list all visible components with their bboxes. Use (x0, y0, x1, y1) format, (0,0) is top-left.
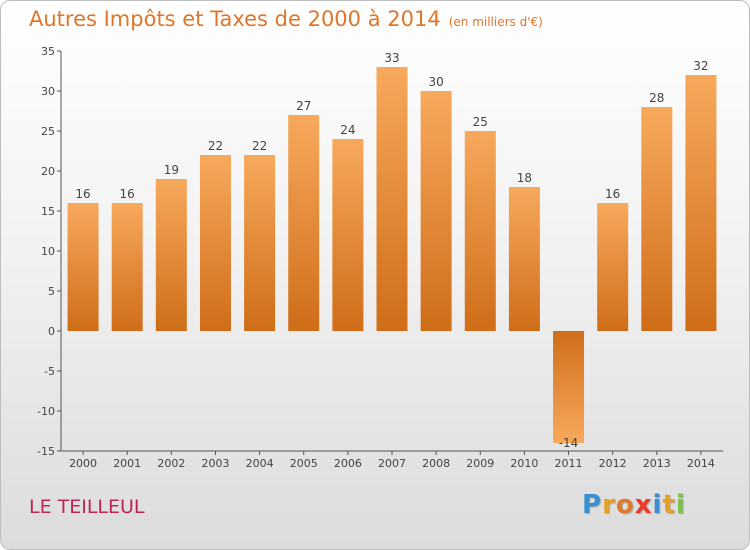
chart-title: Autres Impôts et Taxes de 2000 à 2014 (en… (29, 7, 543, 31)
bars (67, 67, 717, 443)
bar-2000 (67, 203, 99, 331)
value-label-2009: 25 (473, 115, 488, 129)
x-tick-label: 2010 (510, 457, 538, 470)
y-tick-label: 10 (41, 245, 55, 258)
bar-2001 (111, 203, 143, 331)
bar-2008 (420, 91, 452, 331)
value-label-2005: 27 (296, 99, 311, 113)
x-tick-label: 2009 (466, 457, 494, 470)
bar-2003 (199, 155, 231, 331)
x-tick-label: 2001 (113, 457, 141, 470)
logo-letter: o (615, 490, 635, 520)
logo-letter: t (662, 490, 676, 520)
value-label-2000: 16 (75, 187, 90, 201)
bar-2002 (155, 179, 187, 331)
value-label-2008: 30 (428, 75, 443, 89)
bar-2006 (332, 139, 364, 331)
logo-letter: P (582, 490, 603, 520)
y-tick-label: 30 (41, 85, 55, 98)
y-tick-label: 25 (41, 125, 55, 138)
x-tick-label: 2002 (157, 457, 185, 470)
x-tick-label: 2003 (201, 457, 229, 470)
logo-letter: i (652, 490, 663, 520)
commune-name: LE TEILLEUL (29, 496, 145, 518)
x-tick-label: 2007 (378, 457, 406, 470)
bar-2013 (641, 107, 673, 331)
bar-2014 (685, 75, 717, 331)
y-tick-label: -5 (44, 365, 55, 378)
chart-unit: (en milliers d'€) (448, 15, 543, 29)
value-label-2012: 16 (605, 187, 620, 201)
x-tick-label: 2012 (599, 457, 627, 470)
logo-letter: r (602, 490, 616, 520)
x-tick-label: 2000 (69, 457, 97, 470)
x-axis-ticks: 2000 2001 2002 2003 2004 2005 2006 2007 2008 2009… (69, 451, 715, 470)
value-label-2006: 24 (340, 123, 355, 137)
value-label-2011: -14 (559, 436, 579, 450)
x-tick-label: 2013 (643, 457, 671, 470)
bar-2010 (508, 187, 540, 331)
proxiti-logo: Proxiti (582, 490, 686, 520)
y-tick-label: -15 (37, 445, 55, 458)
x-tick-label: 2006 (334, 457, 362, 470)
bar-2007 (376, 67, 408, 331)
y-tick-label: 5 (48, 285, 55, 298)
y-tick-label: 0 (48, 325, 55, 338)
bar-2011 (553, 331, 585, 443)
value-label-2003: 22 (208, 139, 223, 153)
value-label-2007: 33 (384, 51, 399, 65)
x-tick-label: 2014 (687, 457, 715, 470)
value-label-2004: 22 (252, 139, 267, 153)
y-axis-ticks: 35 30 25 20 15 10 5 0 -5 -10 -15 (37, 45, 61, 458)
value-label-2014: 32 (693, 59, 708, 73)
value-labels: 16 16 19 22 22 27 24 33 30 25 18 -14 16 28 32 (75, 51, 708, 450)
x-tick-label: 2011 (555, 457, 583, 470)
bar-2012 (597, 203, 629, 331)
bar-2009 (464, 131, 496, 331)
x-tick-label: 2004 (246, 457, 274, 470)
bar-2004 (244, 155, 276, 331)
logo-letter: i (675, 490, 686, 520)
y-tick-label: 15 (41, 205, 55, 218)
logo-letter: x (634, 490, 653, 520)
bar-2005 (288, 115, 320, 331)
value-label-2010: 18 (517, 171, 532, 185)
x-tick-label: 2008 (422, 457, 450, 470)
y-tick-label: -10 (37, 405, 55, 418)
y-tick-label: 20 (41, 165, 55, 178)
y-tick-label: 35 (41, 45, 55, 58)
x-tick-label: 2005 (290, 457, 318, 470)
value-label-2013: 28 (649, 91, 664, 105)
chart-title-text: Autres Impôts et Taxes de 2000 à 2014 (29, 7, 441, 31)
value-label-2001: 16 (120, 187, 135, 201)
value-label-2002: 19 (164, 163, 179, 177)
